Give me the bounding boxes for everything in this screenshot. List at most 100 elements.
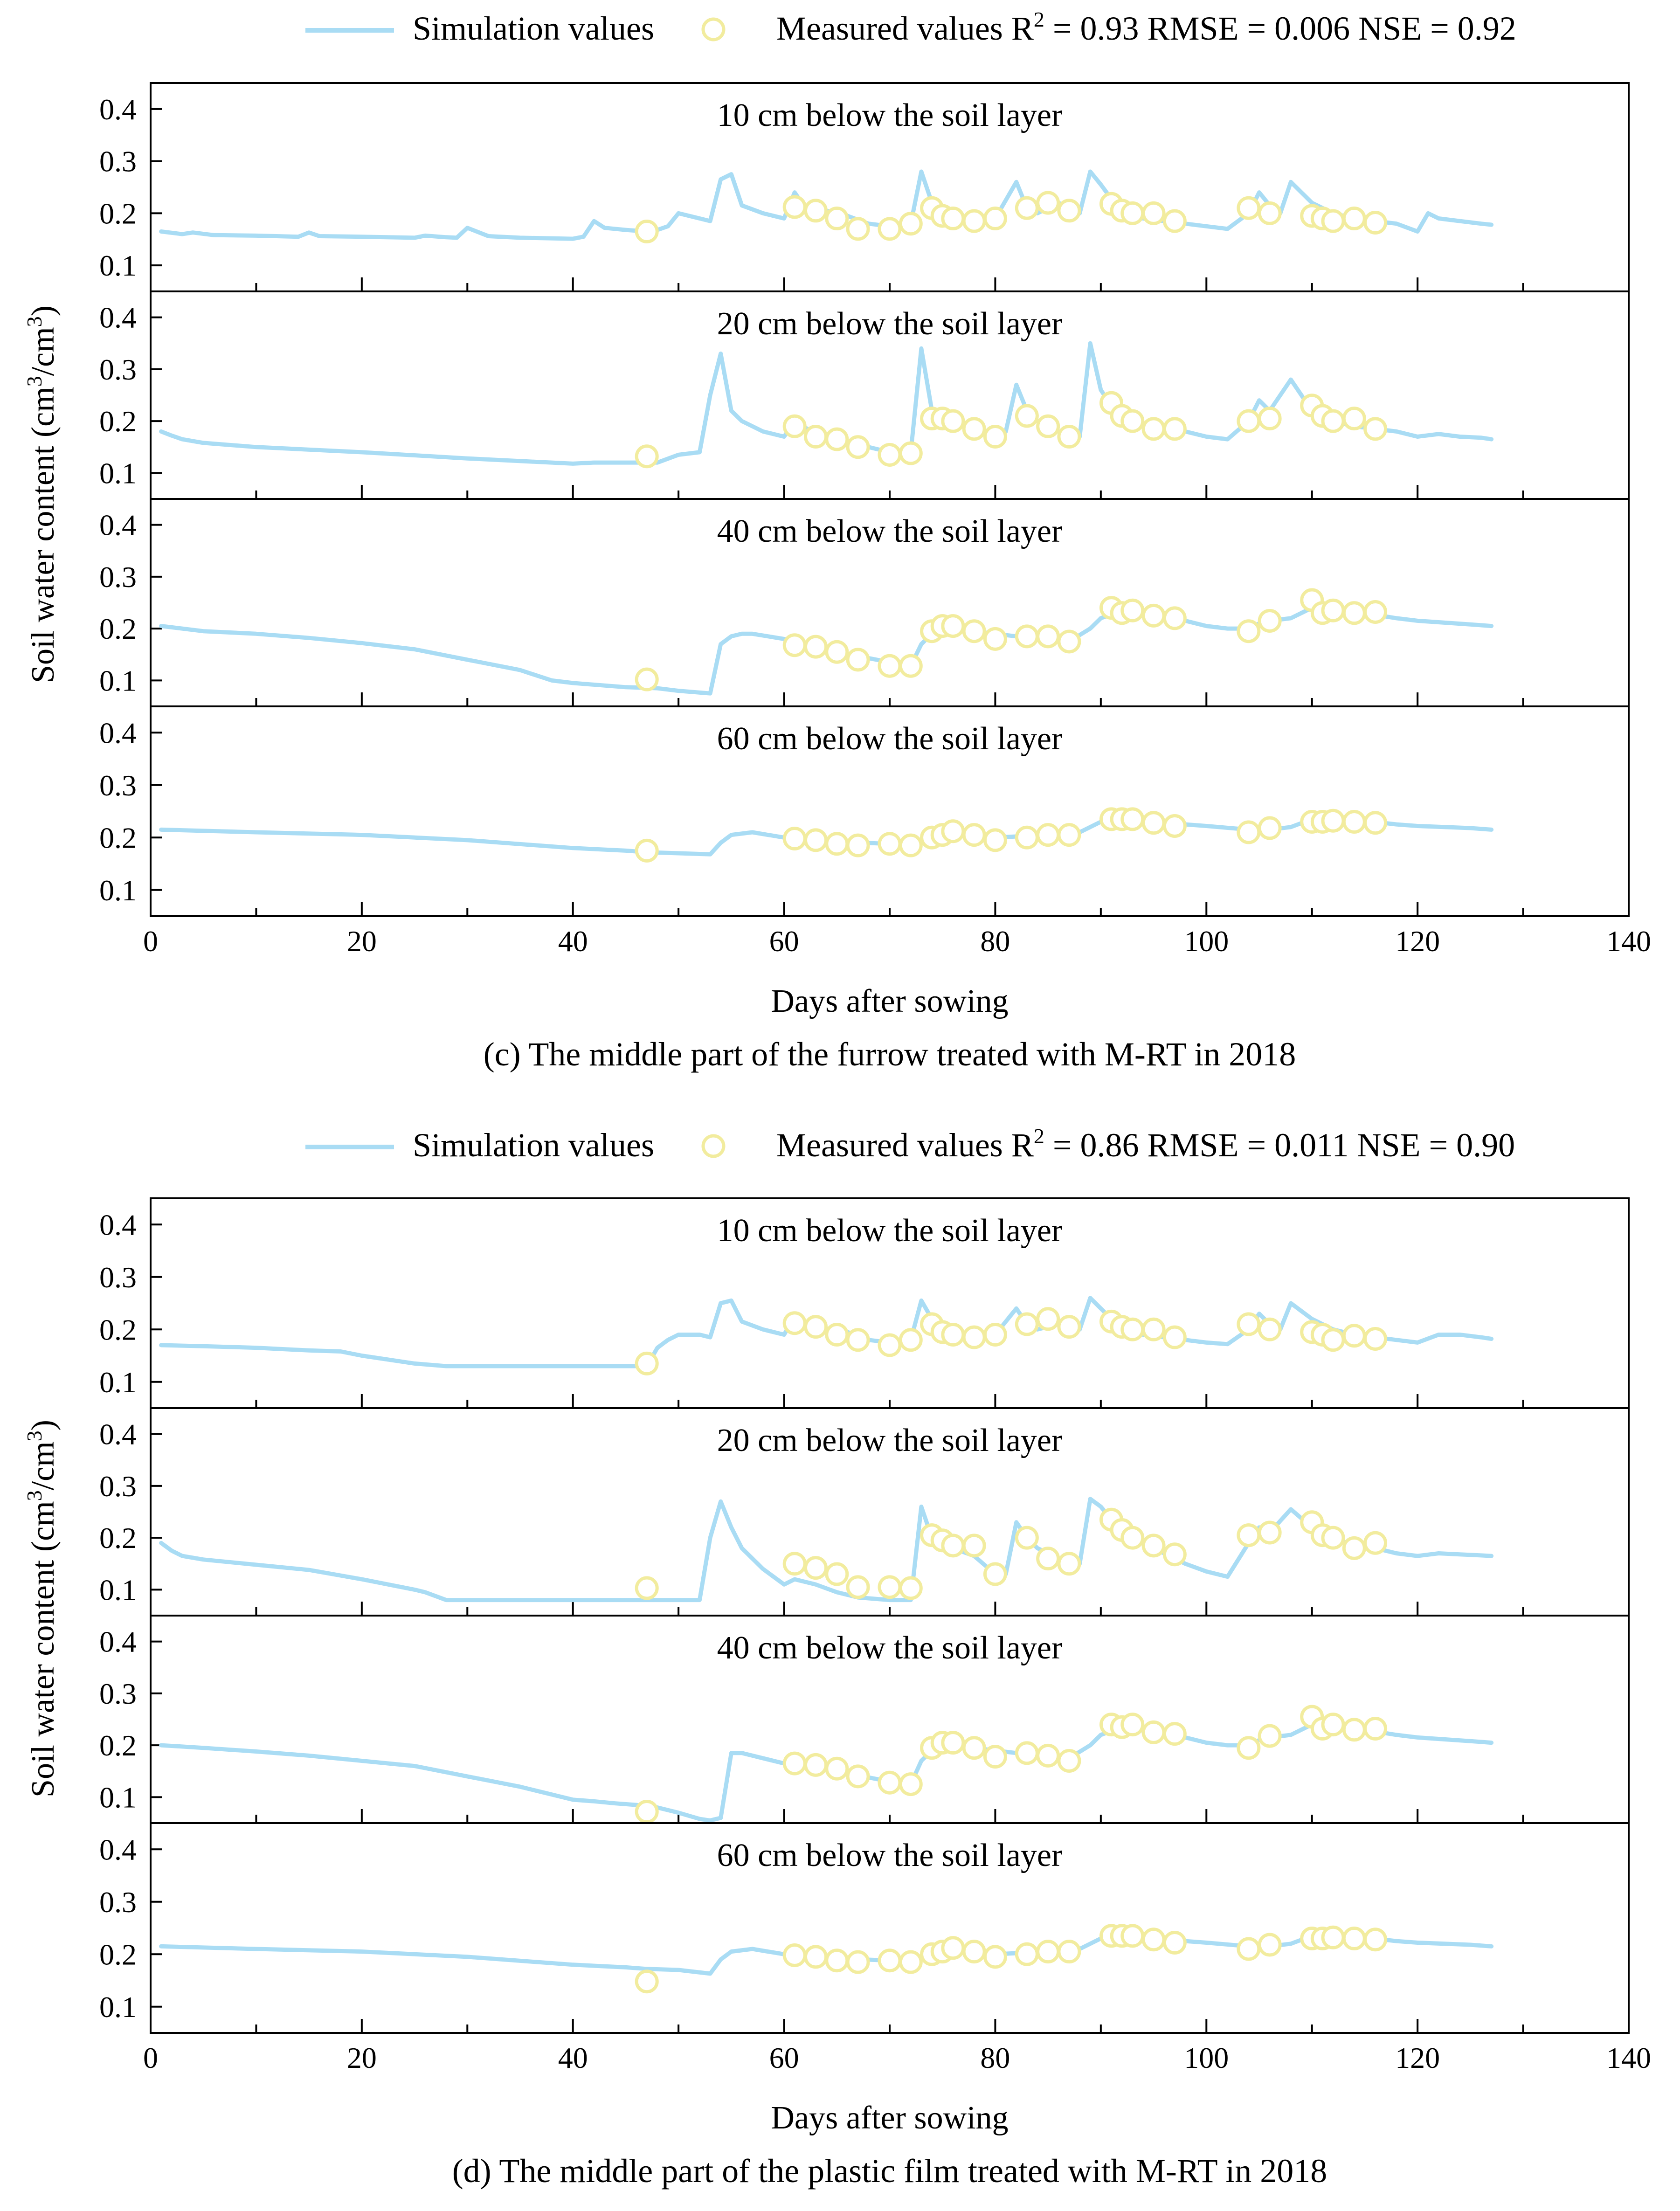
y-tick-label: 0.1 xyxy=(99,664,137,697)
measured-point xyxy=(941,614,965,638)
measured-point xyxy=(878,654,902,678)
measured-point xyxy=(635,219,659,243)
measured-point xyxy=(1237,619,1261,643)
legend: Simulation values Measured values R2 = 0.… xyxy=(305,7,1516,47)
measured-point xyxy=(1321,209,1345,233)
measured-point xyxy=(899,833,923,857)
measured-point xyxy=(878,442,902,467)
y-tick-label: 0.3 xyxy=(99,1470,137,1503)
measured-point xyxy=(782,414,807,438)
y-tick-label: 0.4 xyxy=(99,1208,137,1241)
measured-point xyxy=(1342,1324,1366,1348)
measured-point xyxy=(1363,417,1388,441)
measured-point xyxy=(782,195,807,219)
measured-point xyxy=(1015,1741,1039,1765)
measured-point xyxy=(1036,624,1060,649)
y-tick-label: 0.3 xyxy=(99,769,137,802)
measured-point xyxy=(1057,425,1081,449)
x-tick-label: 140 xyxy=(1606,2041,1651,2074)
measured-point xyxy=(825,640,849,664)
y-axis-title-part: 3 xyxy=(22,376,46,387)
panel-title: 20 cm below the soil layer xyxy=(717,1423,1063,1458)
panel-title: 60 cm below the soil layer xyxy=(717,1838,1063,1873)
measured-point xyxy=(782,827,807,850)
legend-r2-superscript: 2 xyxy=(1034,1124,1044,1148)
measured-point xyxy=(846,1575,870,1599)
measured-point xyxy=(825,1562,849,1586)
y-tick-label: 0.1 xyxy=(99,1990,137,2024)
measured-point xyxy=(782,1552,807,1576)
measured-point xyxy=(878,217,902,241)
y-tick-label: 0.1 xyxy=(99,874,137,907)
legend-simulation-label: Simulation values xyxy=(413,1126,654,1164)
legend-measured-label: Measured values R2 = 0.86 RMSE = 0.011 N… xyxy=(776,1124,1515,1164)
measured-point xyxy=(804,1556,828,1580)
measured-point xyxy=(899,1772,923,1796)
x-tick-label: 120 xyxy=(1395,2041,1440,2074)
y-axis-title-part: /cm xyxy=(25,327,61,376)
panel-title: 20 cm below the soil layer xyxy=(717,306,1063,342)
measured-point xyxy=(804,425,828,449)
measured-point xyxy=(804,199,828,223)
measured-point xyxy=(1057,629,1081,654)
measured-point xyxy=(846,1950,870,1974)
y-tick-label: 0.4 xyxy=(99,509,137,542)
measured-point xyxy=(846,217,870,241)
measured-point xyxy=(1237,1523,1261,1548)
x-tick-label: 0 xyxy=(143,2041,158,2074)
measured-point xyxy=(983,1745,1007,1769)
x-tick-label: 0 xyxy=(143,925,158,958)
measured-point xyxy=(1015,1312,1039,1336)
x-tick-label: 120 xyxy=(1395,925,1440,958)
x-tick-label: 60 xyxy=(769,2041,799,2074)
y-axis-title-part: 3 xyxy=(22,1430,46,1441)
measured-point xyxy=(962,1325,986,1349)
measured-point xyxy=(1141,201,1166,225)
measured-point xyxy=(1363,1531,1388,1555)
measured-point xyxy=(1141,1317,1166,1341)
measured-point xyxy=(1342,1718,1366,1742)
measured-point xyxy=(1237,1312,1261,1336)
measured-point xyxy=(1342,810,1366,834)
panel-60cm: 0.1 0.2 0.3 0.4 60 cm below the soil layer xyxy=(99,1822,1630,2034)
measured-point xyxy=(962,1534,986,1558)
measured-point xyxy=(825,427,849,451)
y-tick-label: 0.2 xyxy=(99,405,137,438)
measured-point xyxy=(899,1576,923,1600)
y-axis-title: Soil water content (cm3/cm3) xyxy=(22,1420,61,1797)
y-axis-title-part: /cm xyxy=(25,1441,61,1490)
panel-60cm: 0.1 0.2 0.3 0.4 60 cm below the soil layer xyxy=(99,705,1630,917)
measured-point xyxy=(1120,1924,1145,1948)
y-tick-label: 0.4 xyxy=(99,93,137,126)
x-tick-label: 60 xyxy=(769,925,799,958)
measured-point xyxy=(635,1351,659,1375)
legend-measured-label: Measured values R2 = 0.93 RMSE = 0.006 N… xyxy=(776,7,1516,47)
panel-title: 10 cm below the soil layer xyxy=(717,1213,1063,1249)
y-axis-title-part: 3 xyxy=(22,316,46,327)
measured-point xyxy=(1015,825,1039,850)
measured-point xyxy=(1321,598,1345,622)
measured-point xyxy=(635,444,659,469)
measured-point xyxy=(962,1736,986,1760)
legend-measured-marker xyxy=(701,17,726,41)
measured-point xyxy=(1321,1526,1345,1550)
y-tick-label: 0.4 xyxy=(99,1625,137,1658)
simulation-series-line xyxy=(159,1497,1494,1603)
measured-point xyxy=(1342,601,1366,625)
y-tick-label: 0.3 xyxy=(99,145,137,178)
measured-point xyxy=(878,1948,902,1973)
panel-20cm: 0.1 0.2 0.3 0.4 20 cm below the soil layer xyxy=(99,1407,1630,1617)
measured-point xyxy=(846,648,870,672)
y-axis-title-part: 3 xyxy=(22,1490,46,1501)
measured-point xyxy=(1162,1722,1187,1746)
measured-point xyxy=(899,441,923,465)
measured-point xyxy=(1120,201,1145,225)
measured-point xyxy=(1363,1928,1388,1952)
measured-point xyxy=(1363,210,1388,235)
measured-point xyxy=(1036,1743,1060,1768)
y-axis-title-part: ) xyxy=(25,1420,61,1430)
measured-point xyxy=(962,1940,986,1964)
legend-r2-symbol: R xyxy=(1011,10,1034,47)
y-axis-title-part: Soil water content (cm xyxy=(25,387,61,683)
measured-point xyxy=(1258,1520,1282,1545)
